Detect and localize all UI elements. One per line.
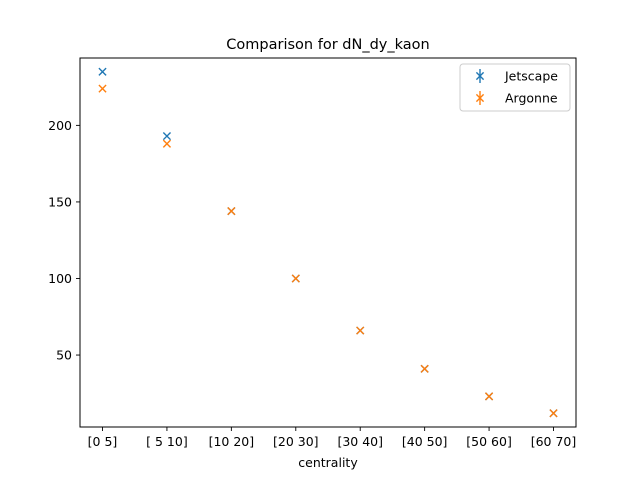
data-point (98, 84, 107, 93)
x-axis: [0 5] [ 5 10] [10 20] [20 30] [30 40] [40 50]… (88, 427, 577, 449)
legend-frame (459, 63, 571, 112)
legend-entry: Argonne (475, 91, 558, 106)
legend-marker (475, 71, 485, 81)
legend: Jetscape Argonne (459, 63, 571, 112)
data-point (162, 139, 172, 148)
y-tick-label: 50 (56, 348, 72, 363)
x-axis-label: centrality (298, 455, 358, 470)
y-tick-label: 150 (48, 194, 72, 209)
x-tick-label: [30 40] (337, 434, 383, 449)
data-point (162, 131, 172, 141)
legend-label: Jetscape (504, 69, 558, 84)
data-point (356, 326, 365, 335)
data-point (227, 207, 236, 216)
chart-title: Comparison for dN_dy_kaon (226, 37, 429, 53)
data-point (484, 392, 494, 401)
x-tick-label: [0 5] (88, 434, 118, 449)
plot-area (98, 67, 558, 418)
data-point (420, 364, 429, 373)
x-tick-label: [20 30] (273, 434, 319, 449)
y-axis: 50 100 150 200 (48, 118, 80, 363)
legend-label: Argonne (505, 91, 558, 106)
axes-frame (79, 57, 577, 428)
x-tick-label: [ 5 10] (146, 434, 188, 449)
data-point (291, 274, 300, 283)
legend-marker (475, 93, 485, 103)
data-point (98, 67, 107, 76)
x-tick-label: [10 20] (209, 434, 255, 449)
data-point (549, 409, 558, 418)
x-tick-label: [40 50] (402, 434, 448, 449)
legend-entry: Jetscape (475, 69, 558, 84)
y-tick-label: 200 (48, 118, 72, 133)
x-tick-label: [60 70] (531, 434, 577, 449)
x-tick-label: [50 60] (466, 434, 512, 449)
y-tick-label: 100 (48, 271, 72, 286)
series-argonne (98, 84, 558, 418)
